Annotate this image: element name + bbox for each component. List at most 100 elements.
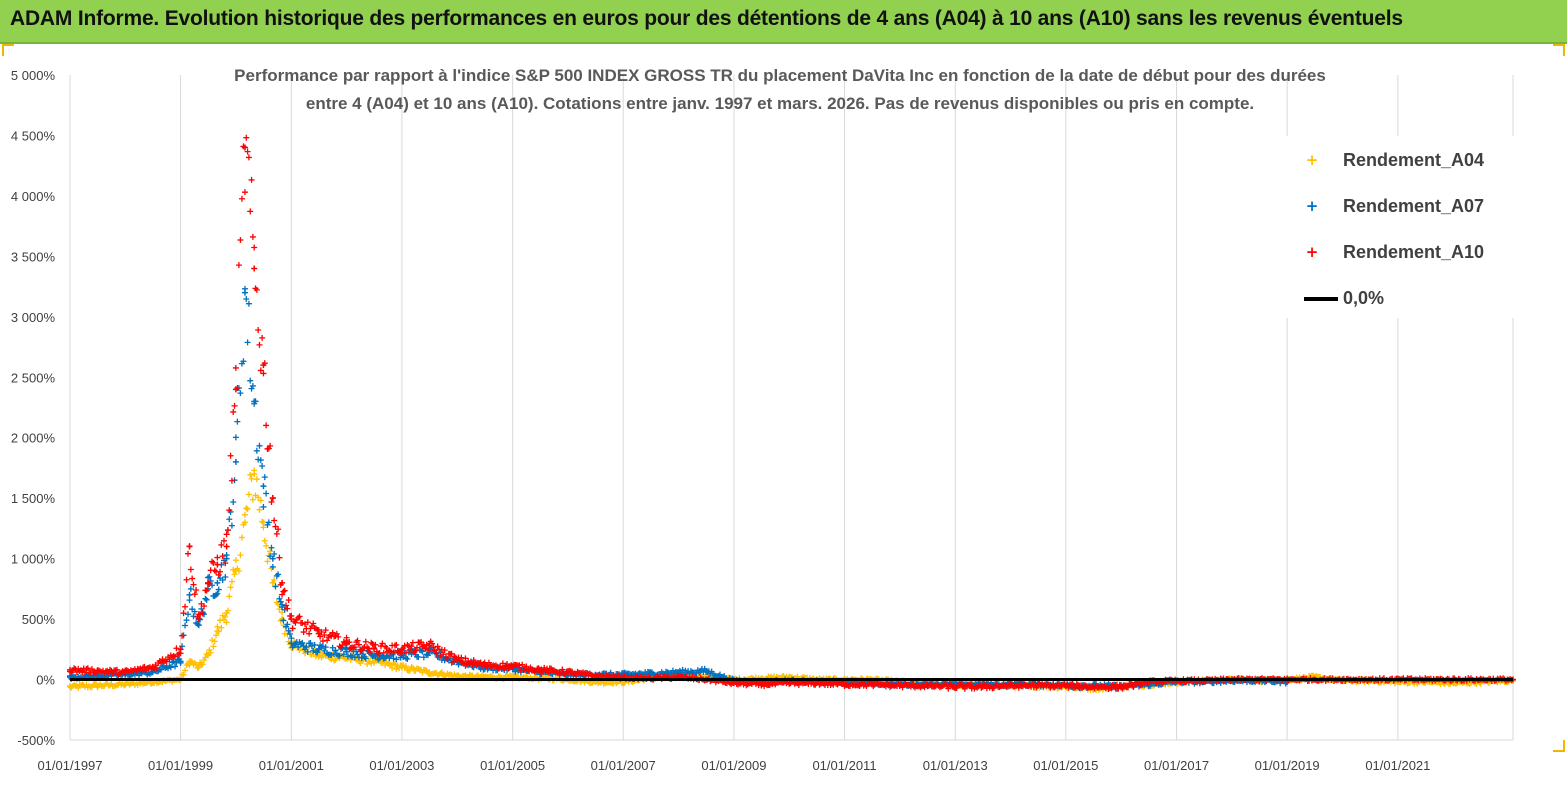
data-point	[273, 530, 280, 537]
data-point	[179, 632, 186, 639]
x-tick-label: 01/01/1997	[37, 758, 102, 773]
data-point	[247, 208, 254, 215]
chart-subtitle-line-2: entre 4 (A04) et 10 ans (A10). Cotations…	[305, 94, 1255, 113]
data-point	[275, 571, 282, 578]
data-point	[226, 593, 233, 600]
data-point	[523, 663, 530, 670]
data-point	[351, 644, 358, 651]
data-point	[315, 630, 322, 637]
data-point	[279, 591, 286, 598]
data-point	[172, 663, 179, 670]
data-point	[182, 603, 189, 610]
data-point	[241, 519, 248, 526]
data-point	[369, 641, 376, 648]
chart-subtitle-line-1: Performance par rapport à l'indice S&P 5…	[234, 66, 1326, 85]
data-point	[1125, 684, 1132, 691]
data-point	[333, 630, 340, 637]
data-point	[321, 632, 328, 639]
data-point	[183, 576, 190, 583]
data-point	[227, 584, 234, 591]
data-point	[265, 445, 272, 452]
data-point	[537, 666, 544, 673]
data-point	[279, 604, 286, 610]
data-point	[186, 543, 193, 550]
data-point	[1130, 683, 1137, 690]
data-point	[193, 586, 200, 593]
data-point	[260, 519, 267, 526]
chart-legend: + Rendement_A04 + Rendement_A07 + Rendem…	[1282, 136, 1518, 318]
data-point	[303, 644, 310, 651]
y-tick-label: 2 500%	[11, 370, 56, 385]
data-point	[256, 341, 263, 348]
data-point	[231, 571, 238, 578]
data-point	[379, 640, 386, 647]
data-point	[952, 683, 959, 690]
data-point	[322, 644, 329, 651]
data-point	[214, 628, 221, 635]
data-point	[795, 681, 802, 688]
legend-label-a10: Rendement_A10	[1343, 242, 1485, 262]
corner-mark-bottom-right	[1553, 740, 1565, 752]
data-point	[267, 442, 274, 449]
data-point	[319, 643, 326, 650]
legend-label-zero: 0,0%	[1343, 288, 1385, 308]
data-point	[564, 669, 571, 676]
data-point	[285, 597, 292, 604]
data-point	[288, 640, 295, 647]
legend-item-zero-line: 0,0%	[1282, 286, 1518, 310]
data-point	[218, 541, 225, 548]
data-point	[180, 671, 187, 678]
data-point	[355, 641, 362, 648]
series-rendement-a04	[67, 467, 1516, 694]
data-point	[786, 680, 793, 687]
data-point	[979, 683, 986, 690]
data-point	[300, 643, 307, 650]
axis-layer: 01/01/1997 01/01/1999 01/01/2001 01/01/2003…	[11, 68, 1431, 773]
data-point	[390, 655, 397, 662]
data-point	[206, 573, 213, 580]
data-point	[289, 625, 296, 632]
data-point	[223, 531, 230, 538]
data-point	[195, 622, 202, 629]
data-point	[195, 664, 202, 671]
data-point	[398, 646, 405, 653]
data-point	[454, 657, 461, 664]
data-point	[281, 587, 288, 594]
data-point	[247, 471, 254, 478]
data-point	[206, 647, 213, 654]
data-point	[249, 382, 256, 389]
data-point	[424, 647, 431, 654]
data-point	[371, 652, 378, 659]
data-point	[167, 664, 174, 671]
data-point	[319, 638, 326, 645]
data-point	[204, 579, 211, 586]
data-point	[259, 463, 266, 470]
data-point	[485, 659, 492, 666]
data-point	[189, 575, 196, 582]
data-point	[243, 134, 250, 141]
data-point	[263, 542, 270, 549]
data-point	[758, 681, 765, 688]
data-point	[362, 655, 369, 662]
data-point	[241, 189, 248, 196]
data-point	[260, 362, 267, 369]
corner-mark-top-right	[1553, 44, 1565, 56]
data-point	[304, 619, 311, 626]
data-point	[234, 418, 241, 425]
legend-label-a07: Rendement_A07	[1343, 196, 1485, 216]
y-tick-label: 3 500%	[11, 249, 56, 264]
data-point	[244, 339, 251, 346]
data-point	[199, 661, 206, 668]
data-point	[418, 639, 425, 646]
data-point	[209, 637, 216, 644]
data-point	[232, 557, 239, 564]
data-point	[94, 682, 101, 689]
data-point	[868, 681, 875, 688]
data-point	[260, 503, 267, 510]
data-point	[251, 471, 258, 477]
data-point	[232, 458, 239, 465]
data-point	[232, 434, 239, 441]
data-point	[248, 475, 255, 482]
data-point	[222, 573, 229, 580]
data-point	[343, 648, 350, 655]
